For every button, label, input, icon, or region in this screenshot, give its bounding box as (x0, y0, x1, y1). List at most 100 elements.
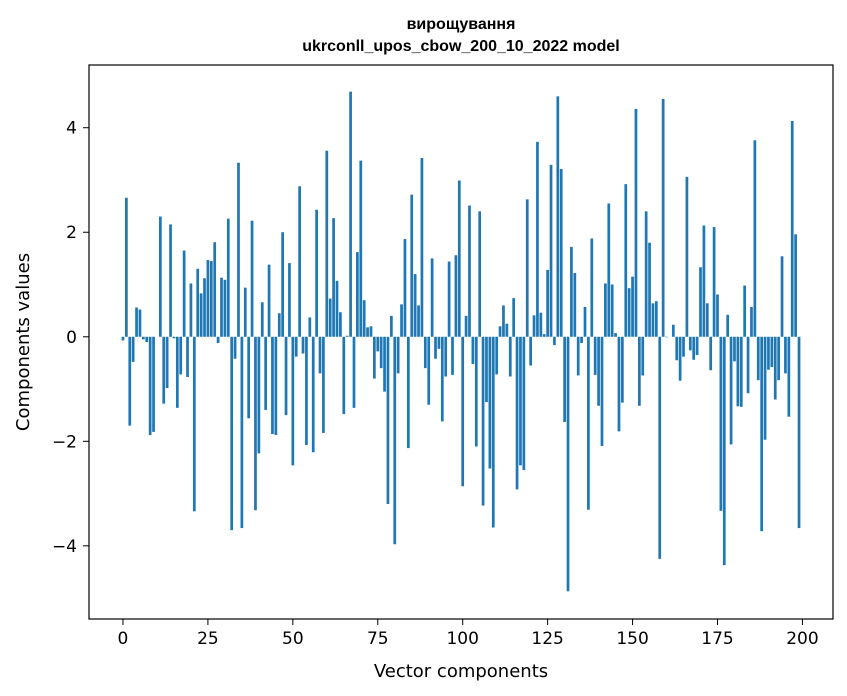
bar (753, 140, 757, 337)
bar (192, 336, 196, 512)
bar (529, 336, 532, 366)
bar (508, 336, 512, 377)
bar (597, 336, 600, 406)
chart-subtitle: ukrconll_upos_cbow_200_10_2022 model (302, 38, 619, 55)
y-axis-ticks: −4 −2 0 2 4 (52, 119, 89, 557)
bar (685, 176, 689, 337)
bar (339, 312, 342, 337)
bar (447, 261, 451, 337)
bar (288, 263, 291, 337)
bar (230, 336, 234, 531)
bar (763, 336, 767, 440)
bar (152, 336, 155, 432)
bar (780, 256, 784, 337)
y-axis-label: Components values (13, 253, 34, 431)
bar (417, 305, 420, 337)
bar (457, 180, 461, 337)
bar (648, 242, 651, 337)
bar (675, 336, 679, 361)
y-tick-label: 0 (66, 328, 77, 348)
bar (206, 259, 210, 337)
x-tick-label: 150 (616, 629, 648, 649)
bar (580, 336, 583, 344)
bar (345, 335, 349, 337)
bar (627, 288, 631, 337)
bar (532, 315, 536, 337)
bar (576, 336, 580, 376)
bar (406, 336, 410, 449)
bar-series (121, 91, 801, 592)
bar (379, 336, 383, 369)
bar (298, 186, 301, 337)
bar (658, 336, 662, 559)
bar (383, 336, 386, 392)
bar (325, 150, 329, 337)
bar (237, 162, 240, 337)
bar (743, 285, 747, 337)
bar (369, 326, 373, 337)
bar (481, 336, 485, 506)
bar (468, 205, 471, 337)
bar (722, 336, 726, 566)
bar (305, 336, 308, 445)
bar (162, 336, 166, 404)
bar (203, 278, 206, 337)
bar (495, 336, 499, 375)
bar (254, 336, 257, 511)
x-tick-label: 125 (531, 629, 563, 649)
bar (607, 203, 611, 337)
y-tick-label: −2 (52, 432, 77, 452)
bar (199, 293, 203, 337)
bar (654, 301, 658, 337)
bar (726, 314, 730, 337)
bar (671, 324, 675, 337)
bar (220, 277, 223, 337)
bar (359, 160, 363, 337)
bar (566, 336, 570, 592)
bar (641, 336, 645, 376)
bar (695, 336, 699, 356)
bar (485, 336, 488, 403)
bar (787, 336, 791, 417)
bar (474, 336, 478, 447)
y-tick-label: −4 (52, 537, 77, 557)
bar (125, 197, 128, 337)
bar (366, 327, 369, 337)
bar (784, 336, 787, 374)
bar (665, 336, 668, 338)
bar (461, 336, 465, 487)
bar (525, 199, 529, 337)
bar (651, 303, 655, 337)
bar (491, 336, 495, 528)
bar (335, 280, 339, 337)
bar (600, 336, 604, 446)
bar (583, 306, 587, 337)
x-tick-label: 175 (701, 629, 733, 649)
bar (158, 216, 162, 337)
bar (386, 336, 390, 505)
bar (440, 336, 444, 422)
bar (736, 336, 740, 407)
bar (410, 194, 414, 337)
x-tick-label: 50 (282, 629, 304, 649)
bar (471, 336, 475, 364)
bar (444, 336, 448, 377)
plot-frame (88, 64, 834, 620)
x-tick-label: 25 (197, 629, 219, 649)
bar (373, 336, 376, 379)
bar (264, 336, 268, 410)
bar (515, 336, 519, 490)
bar (699, 267, 702, 337)
bar (587, 336, 590, 510)
x-axis-label: Vector components (374, 661, 548, 682)
bar (138, 309, 142, 337)
bar (223, 279, 227, 337)
bar (169, 224, 172, 337)
bar (131, 336, 135, 362)
bar (186, 336, 189, 378)
bar (209, 260, 213, 337)
bar (243, 287, 247, 337)
bar (308, 317, 312, 337)
bar (773, 336, 777, 400)
bar (311, 336, 315, 453)
